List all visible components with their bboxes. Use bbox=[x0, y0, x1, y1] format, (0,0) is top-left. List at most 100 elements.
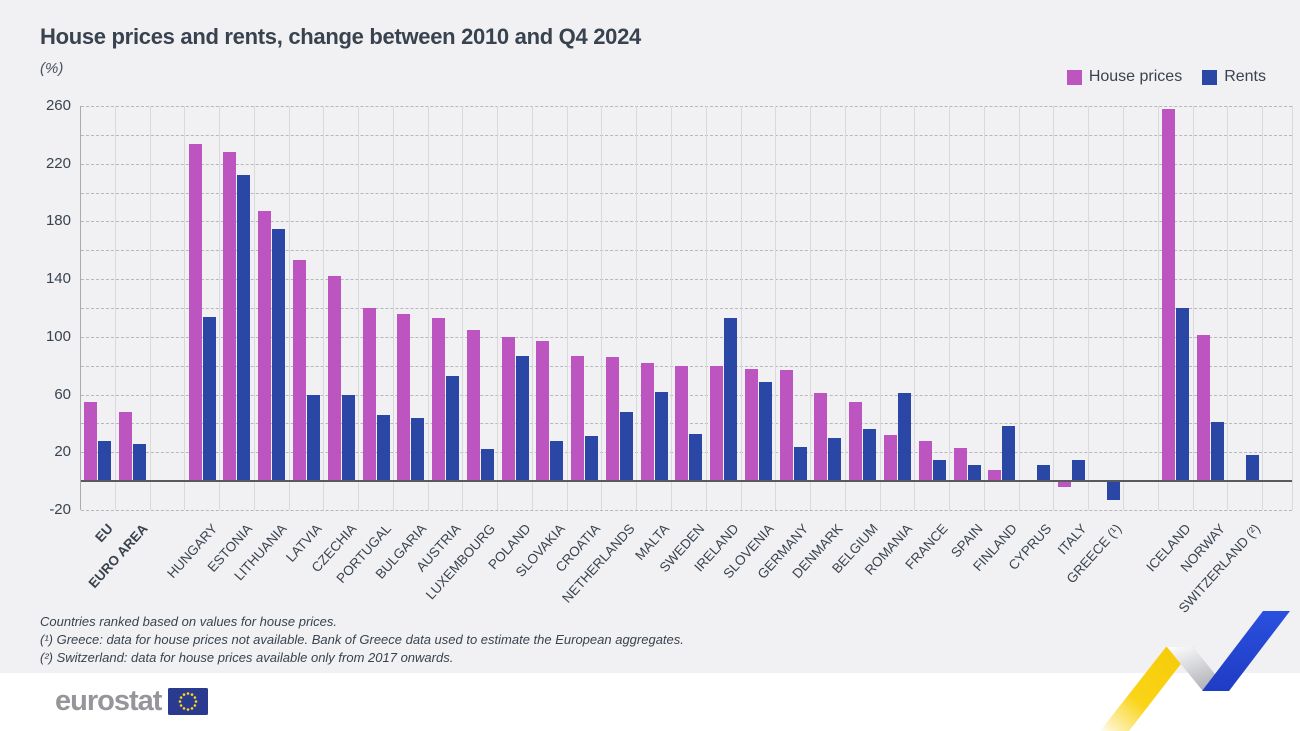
flag-star bbox=[191, 707, 194, 710]
flag-star bbox=[194, 704, 197, 707]
footnote-switzerland: (²) Switzerland: data for house prices a… bbox=[40, 650, 454, 665]
footer-band: eurostat bbox=[0, 673, 1300, 731]
flag-star bbox=[194, 696, 197, 699]
flag-star bbox=[191, 693, 194, 696]
bar-house-prices bbox=[258, 211, 272, 482]
flag-star bbox=[195, 700, 198, 703]
bar-rents bbox=[1245, 455, 1259, 482]
y-axis-tick-label: 60 bbox=[54, 385, 71, 403]
bar-rents bbox=[689, 433, 703, 482]
bar-rents bbox=[619, 411, 633, 482]
x-axis-zero-line bbox=[81, 480, 1292, 482]
y-axis-tick-label: -20 bbox=[49, 500, 71, 518]
bar-rents bbox=[1071, 459, 1085, 482]
bar-rents bbox=[967, 465, 981, 482]
bar-house-prices bbox=[953, 447, 967, 482]
bar-rents bbox=[724, 318, 738, 482]
flag-star bbox=[187, 692, 190, 695]
category-slot: BELGIUM bbox=[829, 106, 881, 576]
flag-star bbox=[183, 693, 186, 696]
bar-rents bbox=[515, 355, 529, 482]
category-slot: SLOVAKIA bbox=[513, 106, 568, 580]
gridline bbox=[81, 221, 1292, 223]
category-slot: DENMARK bbox=[790, 106, 846, 581]
bar-house-prices bbox=[605, 357, 619, 482]
bar-house-prices bbox=[744, 368, 758, 482]
y-axis-tick-label: 260 bbox=[45, 96, 71, 114]
ribbon-yellow-stripe bbox=[1100, 647, 1194, 731]
bar-rents bbox=[550, 440, 564, 482]
bar-house-prices bbox=[1057, 481, 1071, 487]
eurostat-logo-text: eurostat bbox=[55, 685, 162, 717]
footnote-greece: (¹) Greece: data for house prices not av… bbox=[40, 632, 684, 647]
bar-house-prices bbox=[779, 370, 793, 482]
category-slot: FRANCE bbox=[902, 106, 950, 572]
category-slot: LATVIA bbox=[283, 106, 325, 565]
bar-house-prices bbox=[119, 411, 133, 482]
gridline bbox=[81, 250, 1292, 252]
bar-house-prices bbox=[1162, 108, 1176, 482]
bar-house-prices bbox=[710, 365, 724, 482]
legend-item-label: Rents bbox=[1224, 68, 1266, 85]
bar-house-prices bbox=[640, 362, 654, 482]
bar-rents bbox=[133, 443, 147, 482]
plot-area: -20 20 60 100 140 180 220 260 EU EURO AREA HUNGAR… bbox=[46, 97, 1293, 616]
bar-house-prices bbox=[466, 329, 480, 482]
gridline bbox=[81, 336, 1292, 338]
bar-rents bbox=[480, 449, 494, 482]
category-slot: SLOVENIA bbox=[720, 106, 777, 581]
eu-flag-icon bbox=[168, 688, 209, 715]
bar-house-prices bbox=[988, 469, 1002, 482]
legend-item-label: House prices bbox=[1088, 68, 1183, 85]
category-slot: BULGARIA bbox=[372, 106, 429, 582]
ribbon-decoration bbox=[1100, 611, 1290, 731]
ribbon-blue-stripe bbox=[1202, 611, 1290, 691]
rents-swatch bbox=[1202, 69, 1218, 85]
gridline bbox=[81, 308, 1292, 309]
category-slot: MALTA bbox=[632, 106, 672, 563]
bar-rents bbox=[1210, 422, 1224, 482]
bar-rents bbox=[654, 391, 668, 482]
category-slot: AUSTRIA bbox=[413, 106, 464, 575]
bar-house-prices bbox=[849, 401, 863, 482]
bar-rents bbox=[1037, 465, 1051, 482]
y-axis-tick-label: 20 bbox=[54, 443, 71, 461]
bar-rents bbox=[793, 446, 807, 482]
y-axis-tick-label: 140 bbox=[45, 269, 71, 287]
flag-star bbox=[180, 696, 183, 699]
bar-house-prices bbox=[327, 276, 341, 482]
bar-rents bbox=[828, 437, 842, 482]
bar-house-prices bbox=[292, 260, 306, 482]
category-slot: PORTUGAL bbox=[333, 106, 394, 586]
x-axis-label: EU bbox=[92, 521, 117, 545]
y-axis-tick-label: 180 bbox=[45, 212, 71, 230]
eurostat-logo: eurostat bbox=[55, 685, 209, 717]
footnotes: Countries ranked based on values for hou… bbox=[40, 613, 684, 667]
legend-item: Rents bbox=[1202, 68, 1266, 86]
flag-star bbox=[187, 708, 190, 711]
bar-house-prices bbox=[571, 355, 585, 482]
category-slot: ITALY bbox=[1054, 106, 1089, 557]
bar-rents bbox=[411, 417, 425, 482]
bar-rents bbox=[1002, 426, 1016, 482]
gap-slot bbox=[151, 106, 186, 510]
category-slot: FINLAND bbox=[970, 106, 1020, 574]
bar-house-prices bbox=[883, 435, 897, 482]
bar-house-prices bbox=[918, 440, 932, 482]
category-slot: ESTONIA bbox=[204, 106, 255, 575]
category-slot: IRELAND bbox=[692, 106, 742, 575]
bar-rents bbox=[446, 375, 460, 482]
category-slot: ROMANIA bbox=[862, 106, 916, 578]
bar-rents bbox=[897, 393, 911, 482]
gridline bbox=[81, 163, 1292, 165]
y-axis-tick-label: 220 bbox=[45, 154, 71, 172]
category-slot: CROATIA bbox=[552, 106, 603, 575]
bar-house-prices bbox=[501, 336, 515, 482]
category-slot: LUXEMBOURG bbox=[423, 106, 498, 602]
bar-rents bbox=[272, 228, 286, 482]
bar-rents bbox=[341, 394, 355, 482]
bar-rents bbox=[98, 440, 112, 482]
gridline bbox=[81, 510, 1292, 511]
legend: House prices Rents bbox=[1066, 68, 1266, 86]
category-slot: SPAIN bbox=[948, 106, 985, 560]
